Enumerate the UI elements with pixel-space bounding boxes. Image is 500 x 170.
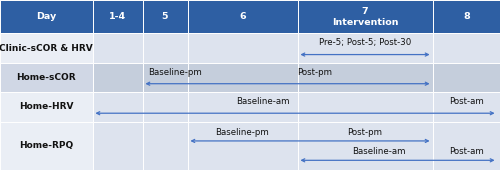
Bar [92,63,142,92]
Bar [0,92,92,122]
Text: Post-am: Post-am [449,97,484,106]
Bar [432,122,500,170]
Text: Baseline-am: Baseline-am [236,97,289,106]
Text: Post-pm: Post-pm [298,68,332,77]
Bar [298,122,432,170]
Text: Home-sCOR: Home-sCOR [16,73,76,82]
Bar [92,0,142,33]
Text: Baseline-pm: Baseline-pm [148,68,202,77]
Bar [92,33,142,63]
Bar [142,0,188,33]
Bar [0,0,92,33]
Bar [298,33,432,63]
Bar [432,0,500,33]
Text: Day: Day [36,12,56,21]
Text: 1-4: 1-4 [109,12,126,21]
Bar [142,63,188,92]
Text: 6: 6 [239,12,246,21]
Text: 5: 5 [162,12,168,21]
Bar [92,122,142,170]
Text: Pre-5; Post-5; Post-30: Pre-5; Post-5; Post-30 [319,38,411,47]
Bar [432,92,500,122]
Bar [188,0,298,33]
Bar [188,122,298,170]
Text: Baseline-am: Baseline-am [352,147,406,156]
Text: Clinic-sCOR & HRV: Clinic-sCOR & HRV [0,44,93,53]
Text: 8: 8 [463,12,469,21]
Bar [188,63,298,92]
Bar [298,92,432,122]
Bar [0,122,92,170]
Bar [142,33,188,63]
Bar [298,0,432,33]
Bar [0,33,92,63]
Text: Home-HRV: Home-HRV [19,102,74,111]
Bar [188,92,298,122]
Bar [432,33,500,63]
Bar [92,92,142,122]
Text: Baseline-pm: Baseline-pm [216,128,270,137]
Text: Post-pm: Post-pm [348,128,382,137]
Bar [432,63,500,92]
Bar [142,122,188,170]
Bar [142,92,188,122]
Text: 7
Intervention: 7 Intervention [332,6,398,27]
Bar [298,63,432,92]
Text: Home-RPQ: Home-RPQ [19,141,74,150]
Bar [188,33,298,63]
Text: Post-am: Post-am [449,147,484,156]
Bar [0,63,92,92]
